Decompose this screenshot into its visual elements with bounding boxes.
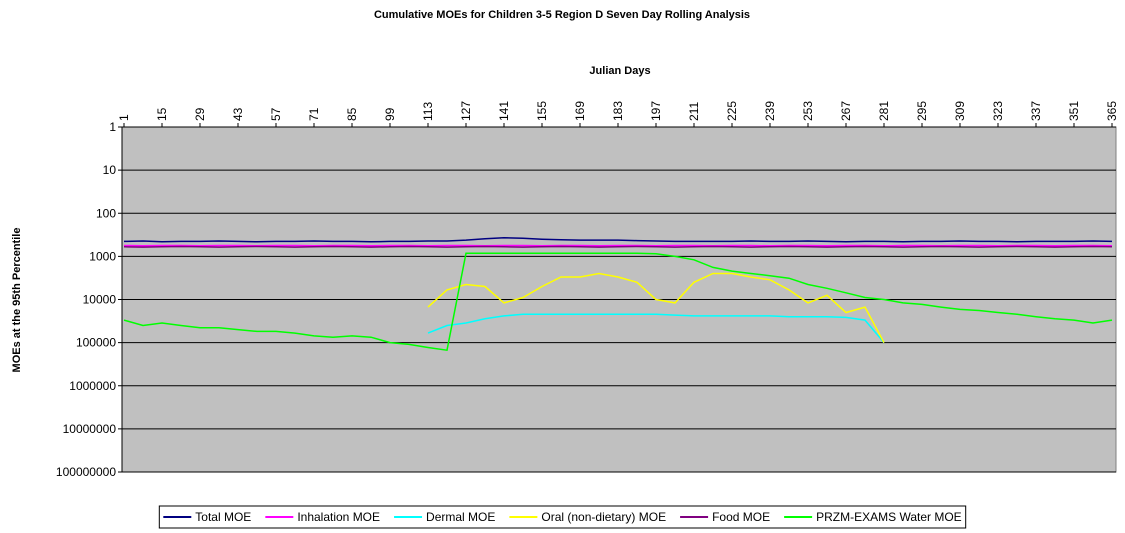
x-tick-label: 337 — [1029, 101, 1043, 121]
x-axis-label: Julian Days — [589, 65, 650, 77]
legend-label: Oral (non-dietary) MOE — [541, 510, 666, 524]
x-tick-label: 85 — [345, 107, 359, 121]
data-line — [427, 272, 885, 343]
x-tick-label: 309 — [953, 101, 967, 121]
y-axis-label: MOEs at the 95th Percentile — [11, 228, 23, 373]
data-line — [123, 237, 1113, 243]
y-tick-label: 1000000 — [69, 379, 116, 393]
x-tick-label: 267 — [839, 101, 853, 121]
x-tick-label: 15 — [155, 107, 169, 121]
x-tick-label: 323 — [991, 101, 1005, 121]
y-tick-label: 100 — [96, 206, 116, 220]
x-tick-label: 71 — [307, 107, 321, 121]
y-tick-label: 1000 — [89, 249, 116, 263]
chart-title: Cumulative MOEs for Children 3-5 Region … — [374, 9, 750, 21]
x-tick-label: 253 — [801, 101, 815, 121]
y-tick-label: 1 — [109, 120, 116, 134]
y-tick-label: 10000 — [83, 293, 117, 307]
legend-label: PRZM-EXAMS Water MOE — [816, 510, 962, 524]
legend-label: Dermal MOE — [426, 510, 495, 524]
x-tick-label: 239 — [763, 101, 777, 121]
x-tick-label: 281 — [877, 101, 891, 121]
x-tick-label: 113 — [421, 102, 435, 121]
legend-box — [158, 505, 967, 529]
x-tick-label: 211 — [687, 102, 701, 121]
y-tick-label: 10 — [103, 163, 117, 177]
x-tick-label: 197 — [649, 101, 663, 121]
x-tick-label: 29 — [193, 107, 207, 121]
data-line — [123, 245, 1113, 248]
legend-label: Total MOE — [195, 510, 251, 524]
y-tick-label: 100000000 — [56, 465, 116, 479]
x-tick-label: 351 — [1067, 101, 1081, 121]
x-tick-label: 169 — [573, 101, 587, 121]
x-tick-label: 141 — [497, 101, 511, 121]
data-line — [123, 252, 1113, 352]
x-tick-label: 295 — [915, 101, 929, 121]
x-tick-label: 127 — [459, 101, 473, 121]
y-tick-label: 100000 — [76, 336, 116, 350]
x-tick-label: 1 — [117, 114, 131, 121]
x-tick-label: 57 — [269, 107, 283, 121]
x-tick-label: 365 — [1105, 101, 1119, 121]
x-tick-label: 99 — [383, 107, 397, 121]
data-line — [427, 313, 885, 344]
x-tick-label: 225 — [725, 101, 739, 121]
legend-label: Food MOE — [712, 510, 770, 524]
x-tick-label: 183 — [611, 101, 625, 121]
legend-label: Inhalation MOE — [297, 510, 380, 524]
x-tick-label: 43 — [231, 107, 245, 121]
x-tick-label: 155 — [535, 101, 549, 121]
y-tick-label: 10000000 — [63, 422, 117, 436]
